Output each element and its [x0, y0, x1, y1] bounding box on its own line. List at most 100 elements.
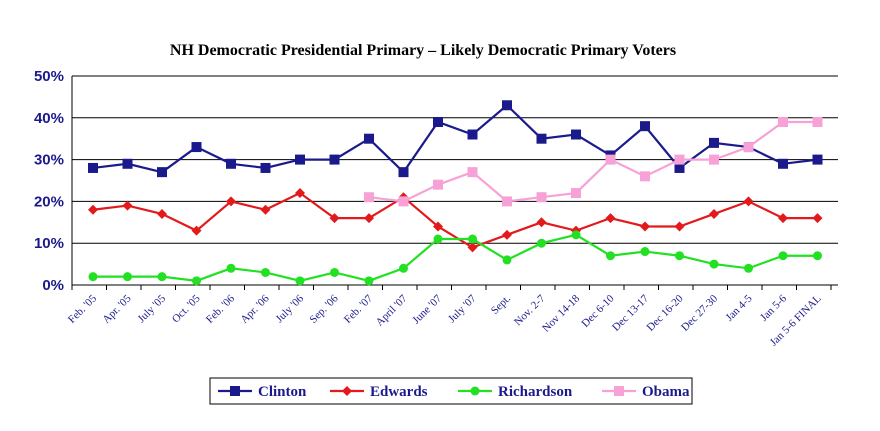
clinton-point: [467, 129, 478, 140]
richardson-point: [813, 251, 822, 261]
x-tick-label: Jan 4-5: [723, 292, 755, 324]
x-tick-label: Dec 16-20: [645, 292, 686, 333]
obama-point: [467, 167, 478, 178]
obama-point: [778, 116, 788, 127]
clinton-point: [226, 158, 236, 169]
clinton-point: [709, 137, 719, 148]
chart-title: NH Democratic Presidential Primary – Lik…: [170, 42, 676, 59]
obama-point: [640, 171, 650, 182]
obama-series: [364, 116, 823, 207]
legend-entry-clinton: Clinton: [218, 384, 307, 400]
richardson-point: [295, 276, 305, 286]
x-tick-label: Sep. '06: [307, 292, 341, 326]
legend-label: Richardson: [498, 384, 573, 400]
legend-swatch-marker: [342, 386, 352, 396]
edwards-point: [812, 213, 823, 224]
richardson-point: [744, 263, 753, 273]
x-axis-ticks: Feb. '05 Apr. '05 July '05 Oct. '05 Feb. '06…: [66, 292, 824, 348]
clinton-point: [398, 167, 409, 178]
x-tick-label: Feb. '07: [342, 292, 376, 326]
richardson-point: [778, 251, 788, 261]
richardson-point: [468, 234, 477, 244]
edwards-point: [536, 217, 547, 228]
obama-point: [433, 179, 443, 190]
obama-point: [398, 196, 409, 207]
x-tick-label: Jan 5-6: [758, 292, 790, 324]
clinton-point: [433, 116, 443, 127]
obama-line: [368, 120, 818, 203]
legend: Clinton Edwards Richardson Obama: [209, 377, 693, 405]
edwards-point: [226, 196, 236, 207]
x-tick-label: July '07: [446, 292, 479, 325]
edwards-point: [260, 204, 271, 215]
legend-entry-richardson: Richardson: [458, 384, 573, 400]
y-tick-label: 0%: [42, 277, 64, 294]
clinton-point: [191, 142, 202, 153]
obama-point: [709, 154, 719, 165]
obama-point: [364, 192, 374, 203]
edwards-series: [88, 188, 823, 253]
clinton-point: [778, 158, 788, 169]
clinton-point: [295, 154, 305, 165]
clinton-point: [571, 129, 581, 140]
x-tick-label: June '07: [410, 292, 444, 326]
richardson-point: [123, 272, 132, 282]
obama-point: [812, 116, 823, 127]
richardson-point: [364, 276, 374, 286]
legend-label: Obama: [642, 384, 690, 400]
richardson-point: [88, 272, 98, 282]
edwards-point: [674, 221, 685, 232]
x-tick-label: Sept.: [489, 292, 513, 316]
obama-point: [502, 196, 512, 207]
gridlines: [71, 75, 838, 290]
richardson-point: [537, 238, 546, 248]
richardson-point: [330, 267, 339, 277]
legend-entry-obama: Obama: [602, 384, 690, 400]
richardson-point: [502, 255, 512, 265]
clinton-point: [260, 162, 271, 173]
richardson-point: [640, 247, 650, 257]
edwards-point: [778, 213, 788, 224]
obama-point: [743, 142, 754, 153]
edwards-point: [433, 221, 443, 232]
x-tick-label: Oct. '05: [170, 292, 203, 325]
richardson-series: [88, 230, 822, 286]
edwards-point: [122, 200, 133, 211]
y-tick-label: 40%: [34, 110, 64, 127]
obama-point: [571, 188, 581, 199]
richardson-line: [93, 233, 818, 282]
edwards-point: [295, 188, 305, 199]
edwards-point: [502, 229, 512, 240]
edwards-point: [467, 242, 478, 253]
x-tick-label: Apr. '05: [100, 292, 134, 326]
legend-entry-edwards: Edwards: [330, 384, 428, 400]
edwards-point: [709, 208, 719, 219]
obama-point: [536, 192, 547, 203]
obama-point: [605, 154, 616, 165]
y-axis-ticks: 0% 10% 20% 30% 40% 50%: [34, 68, 64, 294]
richardson-point: [157, 272, 167, 282]
x-tick-label: Dec 13-17: [610, 292, 651, 333]
legend-swatch-marker: [230, 386, 240, 396]
clinton-point: [157, 167, 167, 178]
x-tick-label: Apr. '06: [238, 292, 272, 326]
richardson-point: [571, 230, 581, 240]
richardson-point: [192, 276, 201, 286]
legend-swatch-marker: [470, 386, 480, 396]
y-tick-label: 30%: [34, 152, 64, 169]
clinton-point: [502, 100, 512, 111]
clinton-series: [88, 100, 823, 178]
x-tick-label: July '06: [274, 292, 307, 325]
richardson-point: [261, 267, 270, 277]
richardson-point: [399, 263, 408, 273]
edwards-point: [364, 213, 374, 224]
legend-swatch-marker: [614, 386, 624, 396]
edwards-point: [88, 204, 98, 215]
clinton-point: [122, 158, 133, 169]
edwards-point: [191, 225, 202, 236]
x-tick-label: April '07: [374, 292, 410, 328]
y-tick-label: 50%: [34, 68, 64, 85]
richardson-point: [433, 234, 443, 244]
